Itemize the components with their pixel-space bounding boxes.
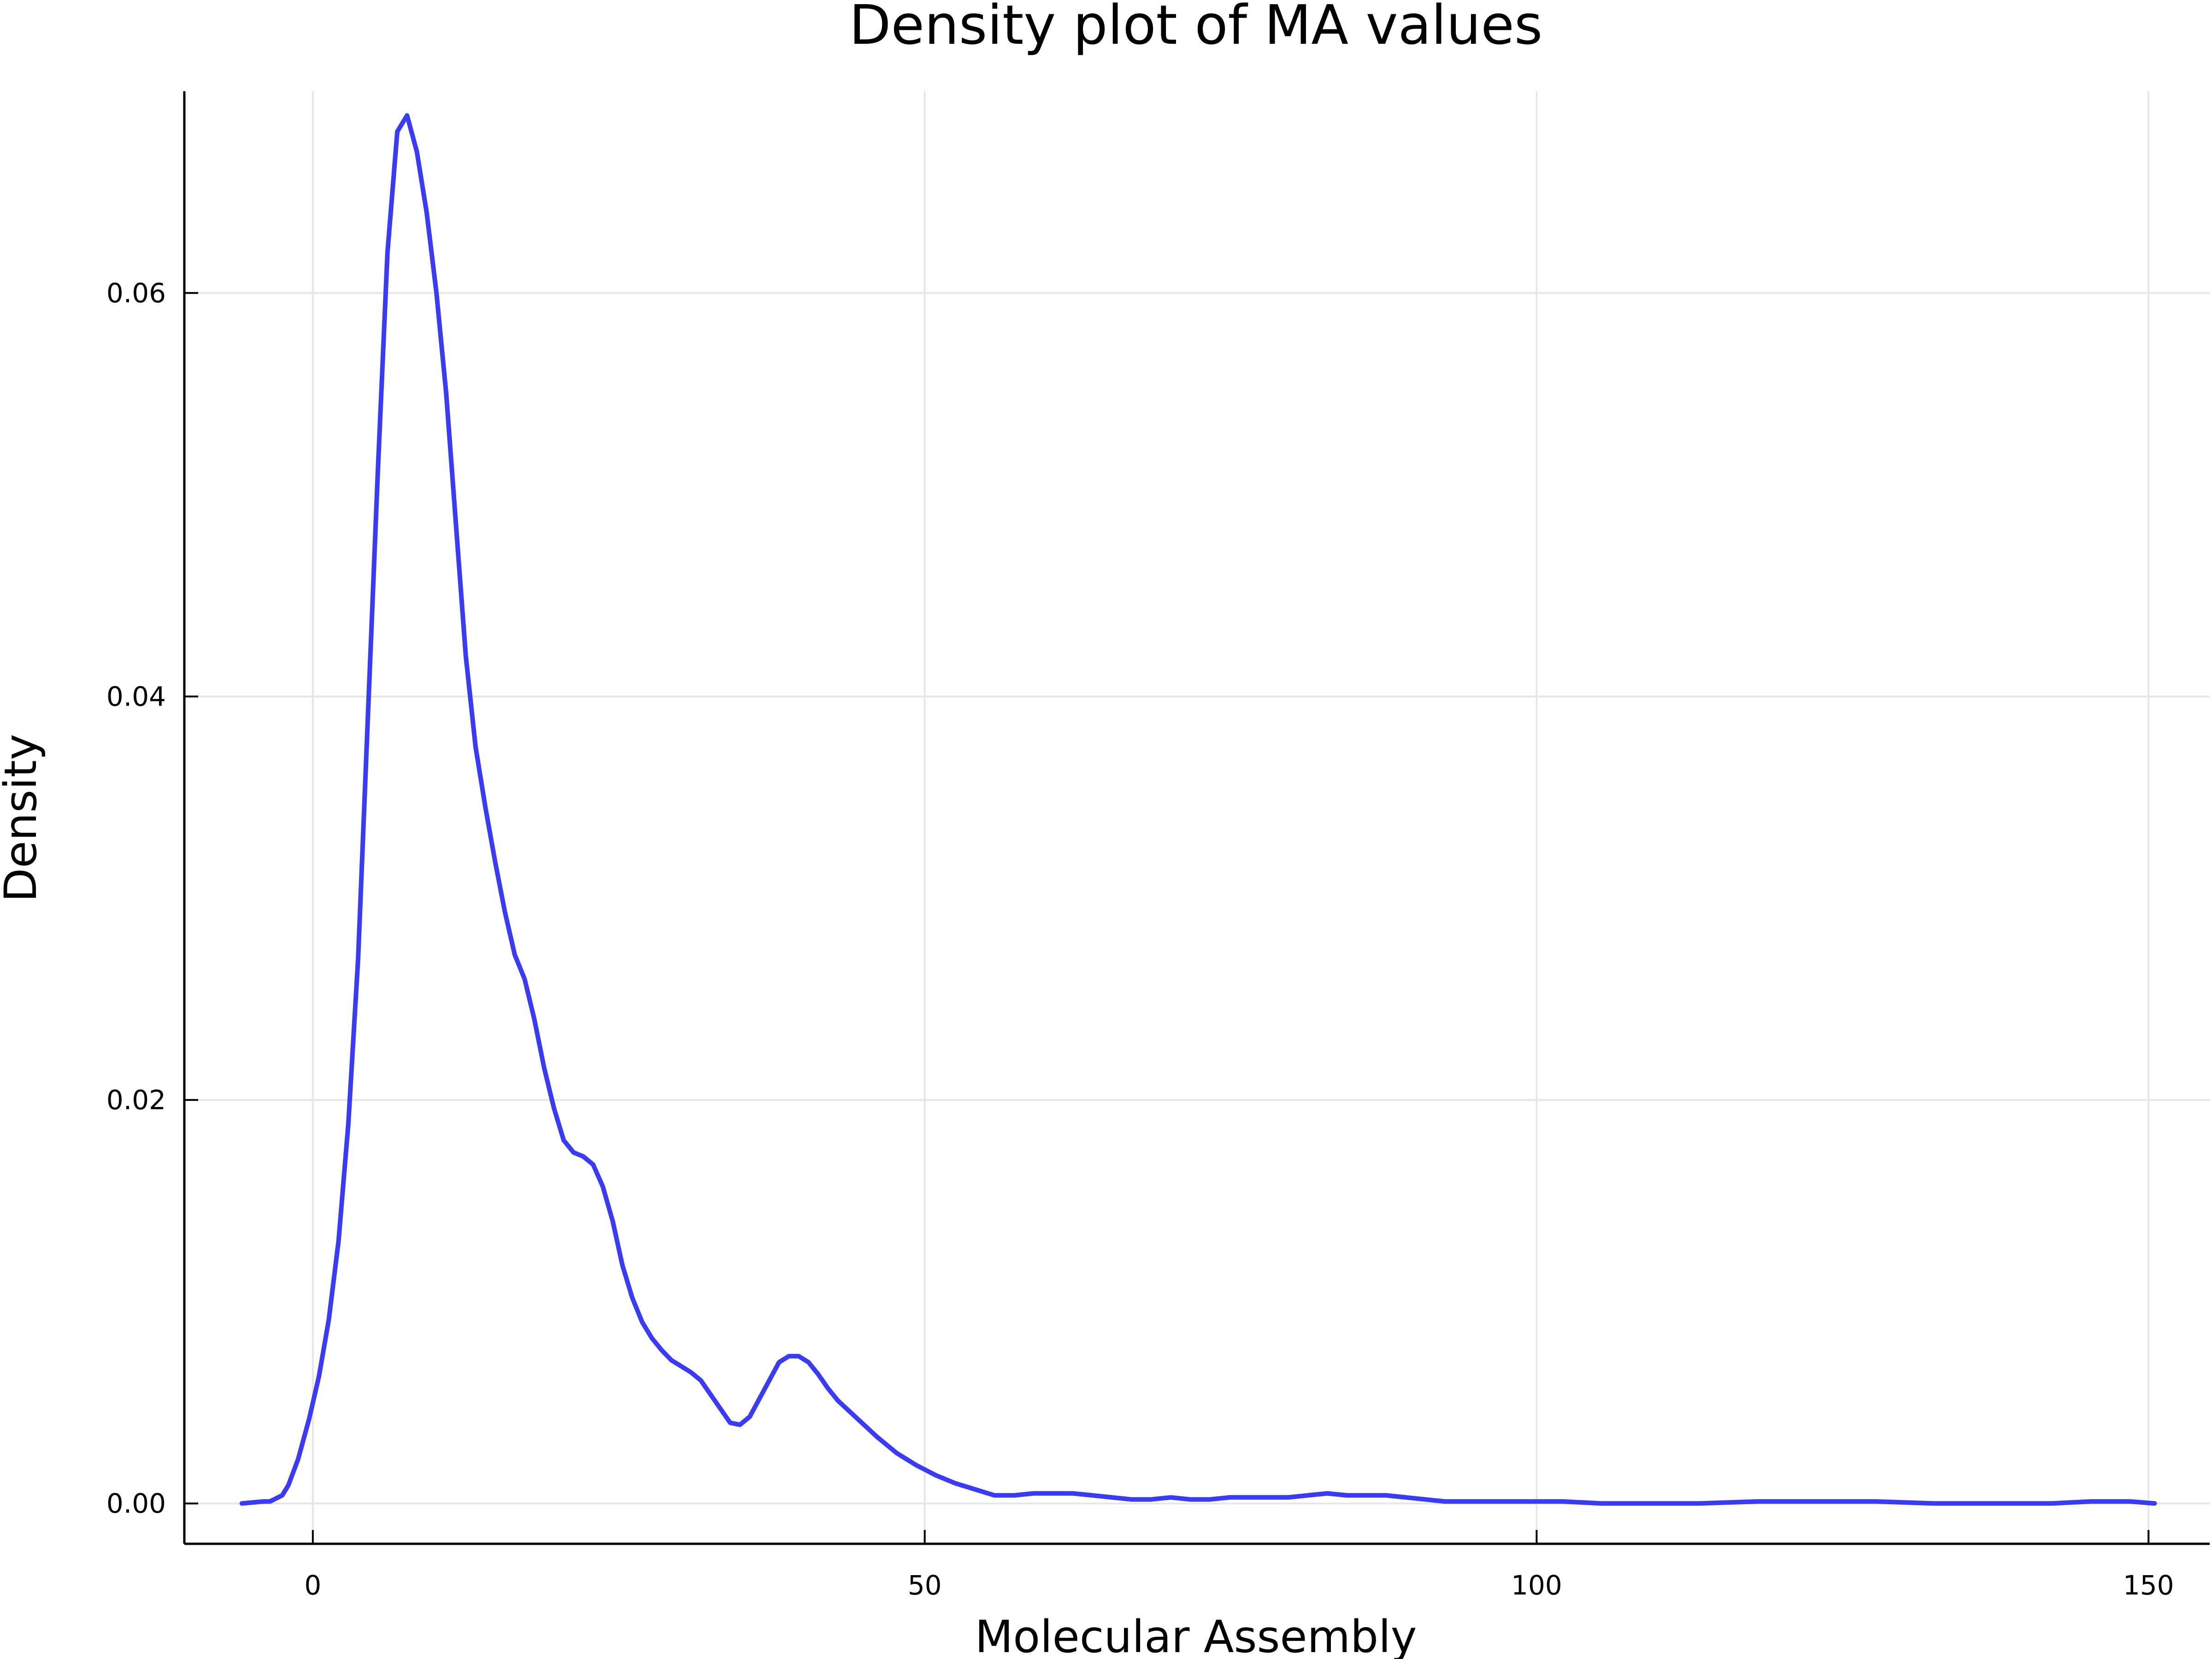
y-tick-label: 0.06 bbox=[106, 277, 166, 309]
tick-marks: 0 50 100 150 0.00 0.02 0.04 0.06 bbox=[106, 277, 2174, 1601]
y-tick-label: 0.02 bbox=[106, 1084, 166, 1116]
axes bbox=[183, 91, 2210, 1545]
y-tick-label: 0.00 bbox=[106, 1488, 166, 1519]
x-tick-label: 100 bbox=[1511, 1570, 1562, 1601]
x-tick-label: 50 bbox=[908, 1570, 942, 1601]
y-axis-title: Density bbox=[0, 734, 47, 902]
y-tick-label: 0.04 bbox=[106, 681, 166, 712]
x-tick-label: 0 bbox=[304, 1570, 321, 1601]
x-axis-title: Molecular Assembly bbox=[975, 1611, 1417, 1659]
x-tick-label: 150 bbox=[2123, 1570, 2174, 1601]
chart-title: Density plot of MA values bbox=[849, 0, 1543, 57]
grid-lines bbox=[184, 91, 2210, 1544]
plot-area bbox=[239, 113, 2157, 1506]
density-curve bbox=[239, 113, 2157, 1506]
